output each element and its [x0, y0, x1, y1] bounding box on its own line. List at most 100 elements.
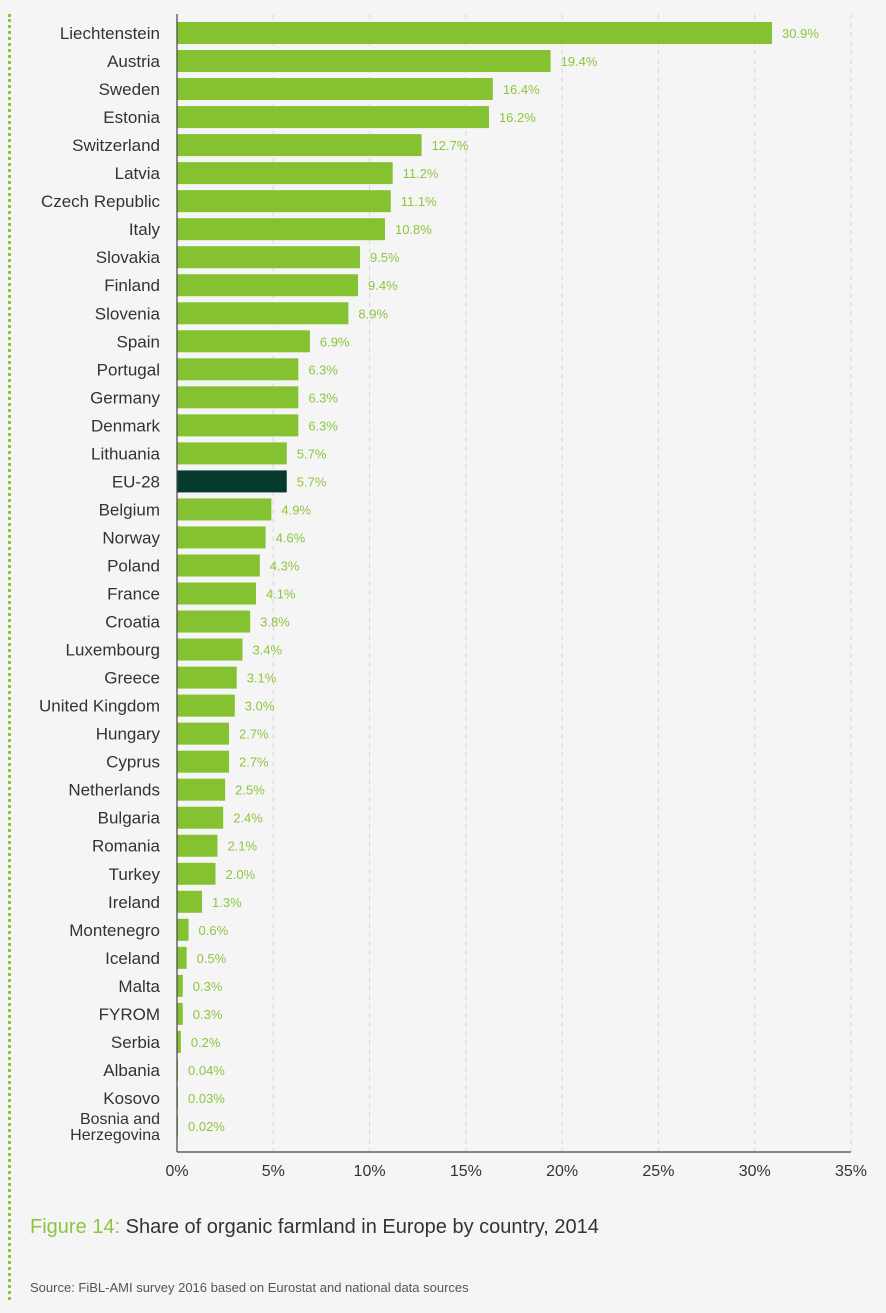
value-label: 5.7%	[297, 474, 327, 489]
category-label: United Kingdom	[39, 697, 160, 716]
value-label: 4.1%	[266, 587, 296, 602]
category-label: Portugal	[97, 360, 160, 379]
category-label: Austria	[107, 52, 160, 71]
value-label: 0.2%	[191, 1035, 221, 1050]
bar-iceland	[177, 946, 187, 969]
x-tick-label: 35%	[835, 1163, 867, 1180]
bar-cyprus	[177, 750, 229, 773]
value-label: 3.8%	[260, 615, 290, 630]
bar-romania	[177, 834, 218, 857]
value-label: 11.1%	[401, 194, 437, 209]
category-label: Hungary	[96, 725, 161, 744]
source-note: Source: FiBL-AMI survey 2016 based on Eu…	[30, 1280, 469, 1295]
x-tick-label: 25%	[642, 1163, 674, 1180]
value-label: 6.9%	[320, 334, 350, 349]
category-label: Croatia	[105, 613, 160, 632]
category-label: Lithuania	[91, 444, 161, 463]
bar-hungary	[177, 722, 229, 745]
bar-malta	[177, 974, 183, 997]
category-label: Iceland	[105, 949, 160, 968]
value-label: 0.5%	[197, 951, 227, 966]
category-label: Albania	[103, 1061, 160, 1080]
category-label: Germany	[90, 388, 160, 407]
bar-croatia	[177, 610, 251, 633]
bar-denmark	[177, 414, 299, 437]
category-label: EU-28	[112, 472, 160, 491]
value-label: 4.3%	[270, 558, 300, 573]
category-label: Switzerland	[72, 136, 160, 155]
value-label: 11.2%	[403, 166, 439, 181]
bar-bulgaria	[177, 806, 224, 829]
category-label: Netherlands	[68, 781, 160, 800]
category-label: Denmark	[91, 416, 160, 435]
bar-liechtenstein	[177, 22, 773, 44]
category-label: Romania	[92, 837, 161, 856]
axes: 0% 5% 10% 15% 20% 25% 30% 35%	[165, 14, 867, 1180]
bar-estonia	[177, 106, 489, 129]
category-label: FYROM	[99, 1005, 160, 1024]
bars	[177, 22, 773, 1137]
value-label: 10.8%	[395, 222, 432, 237]
bar-montenegro	[177, 918, 189, 941]
category-label: Liechtenstein	[60, 24, 160, 43]
category-label: Finland	[104, 276, 160, 295]
value-label: 30.9%	[782, 26, 819, 41]
value-label: 2.0%	[226, 867, 256, 882]
bar-lithuania	[177, 442, 287, 465]
value-label: 0.04%	[188, 1063, 225, 1078]
bar-belgium	[177, 498, 272, 521]
bar-switzerland	[177, 134, 422, 157]
category-label: Kosovo	[103, 1089, 160, 1108]
bar-latvia	[177, 162, 393, 185]
value-label: 1.3%	[212, 895, 242, 910]
category-label: Norway	[102, 528, 160, 547]
value-label: 16.4%	[503, 82, 540, 97]
category-label: Ireland	[108, 893, 160, 912]
value-label: 3.4%	[252, 643, 282, 658]
category-label: Belgium	[99, 500, 160, 519]
value-label: 6.3%	[308, 362, 338, 377]
value-label: 2.1%	[227, 839, 257, 854]
category-label: Sweden	[99, 80, 160, 99]
value-label: 0.3%	[193, 979, 223, 994]
figure-number: Figure 14:	[30, 1216, 121, 1238]
bar-sweden	[177, 78, 493, 101]
category-labels: Liechtenstein Austria Sweden Estonia Switzer…	[39, 24, 161, 1144]
value-label: 2.5%	[235, 783, 265, 798]
x-tick-label: 5%	[262, 1163, 285, 1180]
bar-fyrom	[177, 1002, 183, 1025]
bar-austria	[177, 50, 551, 73]
category-label: Greece	[104, 669, 160, 688]
organic-farmland-bar-chart: Liechtenstein Austria Sweden Estonia Switzer…	[39, 14, 867, 1180]
category-label: Bulgaria	[98, 809, 161, 828]
bar-poland	[177, 554, 260, 577]
category-label: Estonia	[103, 108, 160, 127]
figure-title: Share of organic farmland in Europe by c…	[120, 1216, 599, 1238]
category-label: Latvia	[115, 164, 161, 183]
category-label: Turkey	[109, 865, 161, 884]
value-label: 9.4%	[368, 278, 398, 293]
category-label: Poland	[107, 556, 160, 575]
value-label: 16.2%	[499, 110, 536, 125]
value-label: 6.3%	[308, 390, 338, 405]
value-label: 0.02%	[188, 1119, 225, 1134]
category-label: Serbia	[111, 1033, 161, 1052]
bar-greece	[177, 666, 237, 689]
bar-luxembourg	[177, 638, 243, 661]
bar-spain	[177, 330, 310, 353]
category-label: Spain	[117, 332, 160, 351]
value-label: 5.7%	[297, 446, 327, 461]
bar-turkey	[177, 862, 216, 885]
bar-ireland	[177, 890, 203, 913]
x-tick-label: 10%	[354, 1163, 386, 1180]
category-label: Malta	[118, 977, 160, 996]
bar-france	[177, 582, 256, 605]
category-label: Czech Republic	[41, 192, 161, 211]
x-tick-label: 15%	[450, 1163, 482, 1180]
bar-eu-28	[177, 470, 287, 493]
value-label: 0.3%	[193, 1007, 223, 1022]
value-label: 6.3%	[308, 418, 338, 433]
value-label: 4.6%	[276, 530, 306, 545]
value-label: 2.7%	[239, 755, 269, 770]
